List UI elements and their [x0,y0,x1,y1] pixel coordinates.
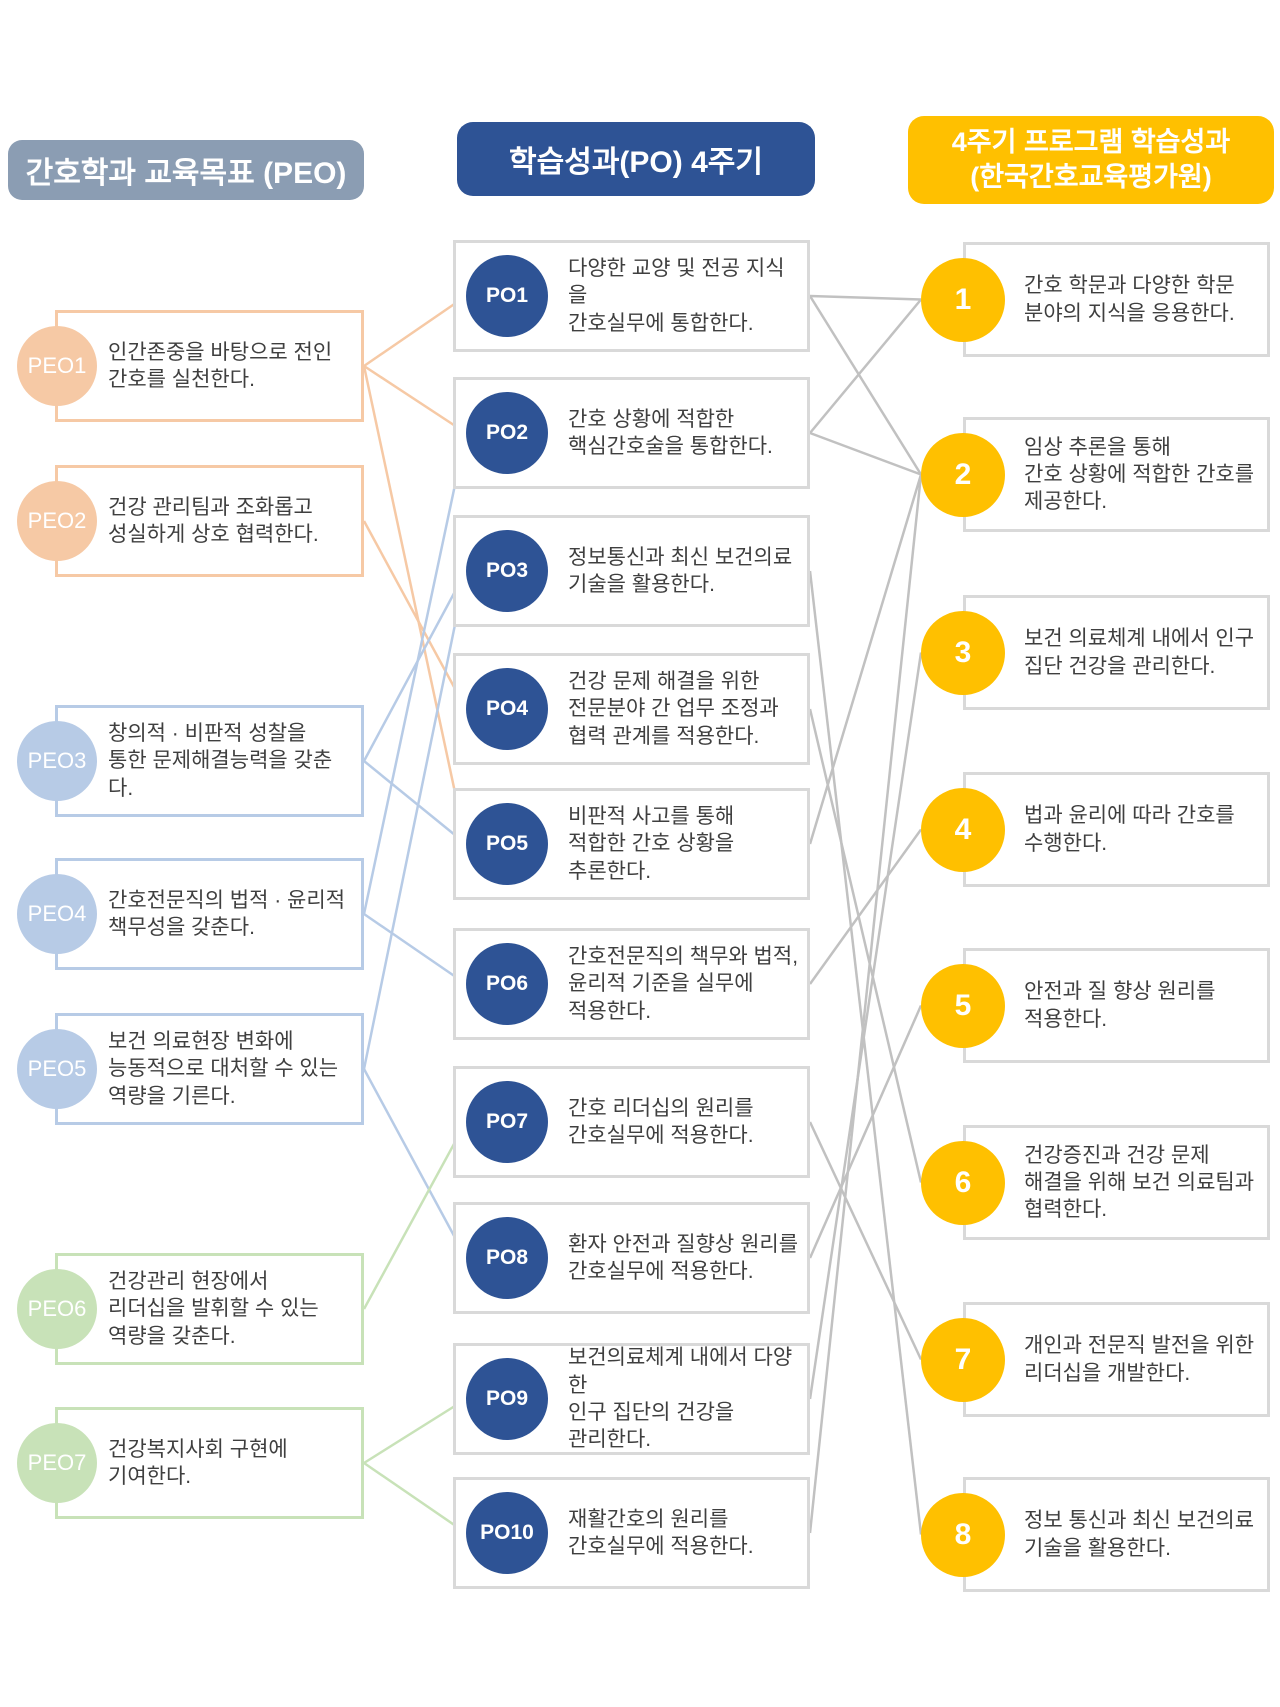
po-badge: PO7 [466,1081,548,1163]
po-badge: PO8 [466,1217,548,1299]
link-peo3-po3 [362,570,468,762]
link-peo6-po7 [362,1121,468,1310]
out-box: 법과 윤리에 따라 간호를 수행한다. [963,772,1270,887]
out-badge: 3 [921,610,1005,695]
link-po7-outcome7 [808,1121,923,1361]
po-text: 보건의료체계 내에서 다양한 인구 집단의 건강을 관리한다. [568,1346,793,1452]
link-po2-outcome1 [809,298,922,434]
po-text: 간호 리더십의 원리를 간호실무에 적용한다. [568,1096,754,1147]
out-box: 건강증진과 건강 문제 해결을 위해 보건 의료팀과 협력한다. [963,1125,1270,1240]
peo-badge: PEO4 [17,874,97,954]
link-peo4-po6 [363,912,467,986]
link-peo1-po2 [363,364,467,435]
po-badge: PO5 [466,803,548,885]
link-peo1-po1 [363,294,467,368]
peo-text: 건강관리 현장에서 리더십을 발휘할 수 있는 역량을 갖춘다. [108,1270,319,1348]
po-text: 환자 안전과 질향상 원리를 간호실무에 적용한다. [568,1232,799,1283]
peo-text: 건강복지사회 구현에 기여한다. [108,1437,288,1488]
link-peo3-po5 [363,760,467,845]
peo-text: 창의적 · 비판적 성찰을 통한 문제해결능력을 갖춘다. [108,722,333,800]
link-peo2-po4 [362,520,468,710]
peo-box: 인간존중을 바탕으로 전인 간호를 실천한다. [55,310,364,422]
po-text: 재활간호의 원리를 간호실무에 적용한다. [568,1507,754,1558]
peo-text: 인간존중을 바탕으로 전인 간호를 실천한다. [108,340,333,391]
out-text: 법과 윤리에 따라 간호를 수행한다. [1024,804,1235,855]
link-po9-outcome3 [808,652,923,1400]
link-peo5-po3 [362,570,468,1070]
peo-badge: PEO1 [17,326,97,406]
out-badge: 6 [921,1140,1005,1225]
out-box: 임상 추론을 통해 간호 상황에 적합한 간호를 제공한다. [963,417,1270,532]
out-text: 보건 의료체계 내에서 인구 집단 건강을 관리한다. [1024,627,1255,678]
link-po1-outcome2 [808,295,923,476]
link-po2-outcome2 [809,431,922,476]
link-po5-outcome2 [808,474,923,845]
peo-box: 보건 의료현장 변화에 능동적으로 대처할 수 있는 역량을 기른다. [55,1013,364,1125]
link-peo1-po5 [362,365,468,845]
out-text: 개인과 전문직 발전을 위한 리더십을 개발한다. [1024,1334,1255,1385]
po-text: 간호전문직의 책무와 법적, 윤리적 기준을 실무에 적용한다. [568,945,799,1023]
out-badge: 5 [921,963,1005,1048]
peo-badge: PEO5 [17,1029,97,1109]
peo-badge: PEO2 [17,481,97,561]
po-badge: PO6 [466,943,548,1025]
out-badge: 7 [921,1317,1005,1402]
header-po: 학습성과(PO) 4주기 [457,122,815,196]
peo-box: 건강복지사회 구현에 기여한다. [55,1407,364,1519]
po-text: 다양한 교양 및 전공 지식을 간호실무에 통합한다. [568,257,785,335]
peo-text: 간호전문직의 법적 · 윤리적 책무성을 갖춘다. [108,888,346,939]
out-text: 정보 통신과 최신 보건의료 기술을 활용한다. [1024,1509,1255,1560]
link-peo5-po8 [362,1068,468,1259]
link-po6-outcome4 [808,828,923,985]
po-text: 간호 상황에 적합한 핵심간호술을 통합한다. [568,407,773,458]
out-text: 간호 학문과 다양한 학문 분야의 지식을 응용한다. [1024,274,1235,325]
out-box: 정보 통신과 최신 보건의료 기술을 활용한다. [963,1477,1270,1592]
out-box: 안전과 질 향상 원리를 적용한다. [963,948,1270,1063]
po-badge: PO2 [466,392,548,474]
header-program-outcomes: 4주기 프로그램 학습성과 (한국간호교육평가원) [908,116,1274,204]
header-peo: 간호학과 교육목표 (PEO) [8,140,364,200]
out-badge: 4 [921,787,1005,872]
peo-badge: PEO6 [17,1269,97,1349]
link-peo4-po2 [362,432,468,915]
out-text: 안전과 질 향상 원리를 적용한다. [1024,980,1216,1031]
link-po4-outcome6 [808,708,923,1183]
link-peo7-po9 [363,1397,467,1465]
out-box: 간호 학문과 다양한 학문 분야의 지식을 응용한다. [963,242,1270,357]
peo-box: 건강관리 현장에서 리더십을 발휘할 수 있는 역량을 갖춘다. [55,1253,364,1365]
po-badge: PO10 [466,1492,548,1574]
out-box: 보건 의료체계 내에서 인구 집단 건강을 관리한다. [963,595,1270,710]
link-peo7-po10 [363,1461,467,1535]
out-text: 임상 추론을 통해 간호 상황에 적합한 간호를 제공한다. [1024,435,1255,514]
po-badge: PO9 [466,1358,548,1440]
peo-box: 창의적 · 비판적 성찰을 통한 문제해결능력을 갖춘다. [55,705,364,817]
po-badge: PO1 [466,255,548,337]
link-po8-outcome5 [808,1004,923,1259]
po-text: 건강 문제 해결을 위한 전문분야 간 업무 조정과 협력 관계를 적용한다. [568,670,779,748]
peo-box: 건강 관리팀과 조화롭고 성실하게 상호 협력한다. [55,465,364,577]
out-text: 건강증진과 건강 문제 해결을 위해 보건 의료팀과 협력한다. [1024,1143,1255,1222]
peo-text: 보건 의료현장 변화에 능동적으로 대처할 수 있는 역량을 기른다. [108,1030,339,1108]
out-badge: 2 [921,432,1005,517]
link-po10-outcome2 [808,474,923,1534]
link-po3-outcome8 [808,570,923,1535]
peo-badge: PEO7 [17,1423,97,1503]
link-po1-outcome1 [809,294,922,301]
out-box: 개인과 전문직 발전을 위한 리더십을 개발한다. [963,1302,1270,1417]
po-text: 정보통신과 최신 보건의료 기술을 활용한다. [568,545,793,596]
out-badge: 8 [921,1492,1005,1577]
peo-text: 건강 관리팀과 조화롭고 성실하게 상호 협력한다. [108,495,319,546]
peo-box: 간호전문직의 법적 · 윤리적 책무성을 갖춘다. [55,858,364,970]
po-badge: PO3 [466,530,548,612]
peo-badge: PEO3 [17,721,97,801]
out-badge: 1 [921,257,1005,342]
po-text: 비판적 사고를 통해 적합한 간호 상황을 추론한다. [568,805,735,883]
po-badge: PO4 [466,668,548,750]
